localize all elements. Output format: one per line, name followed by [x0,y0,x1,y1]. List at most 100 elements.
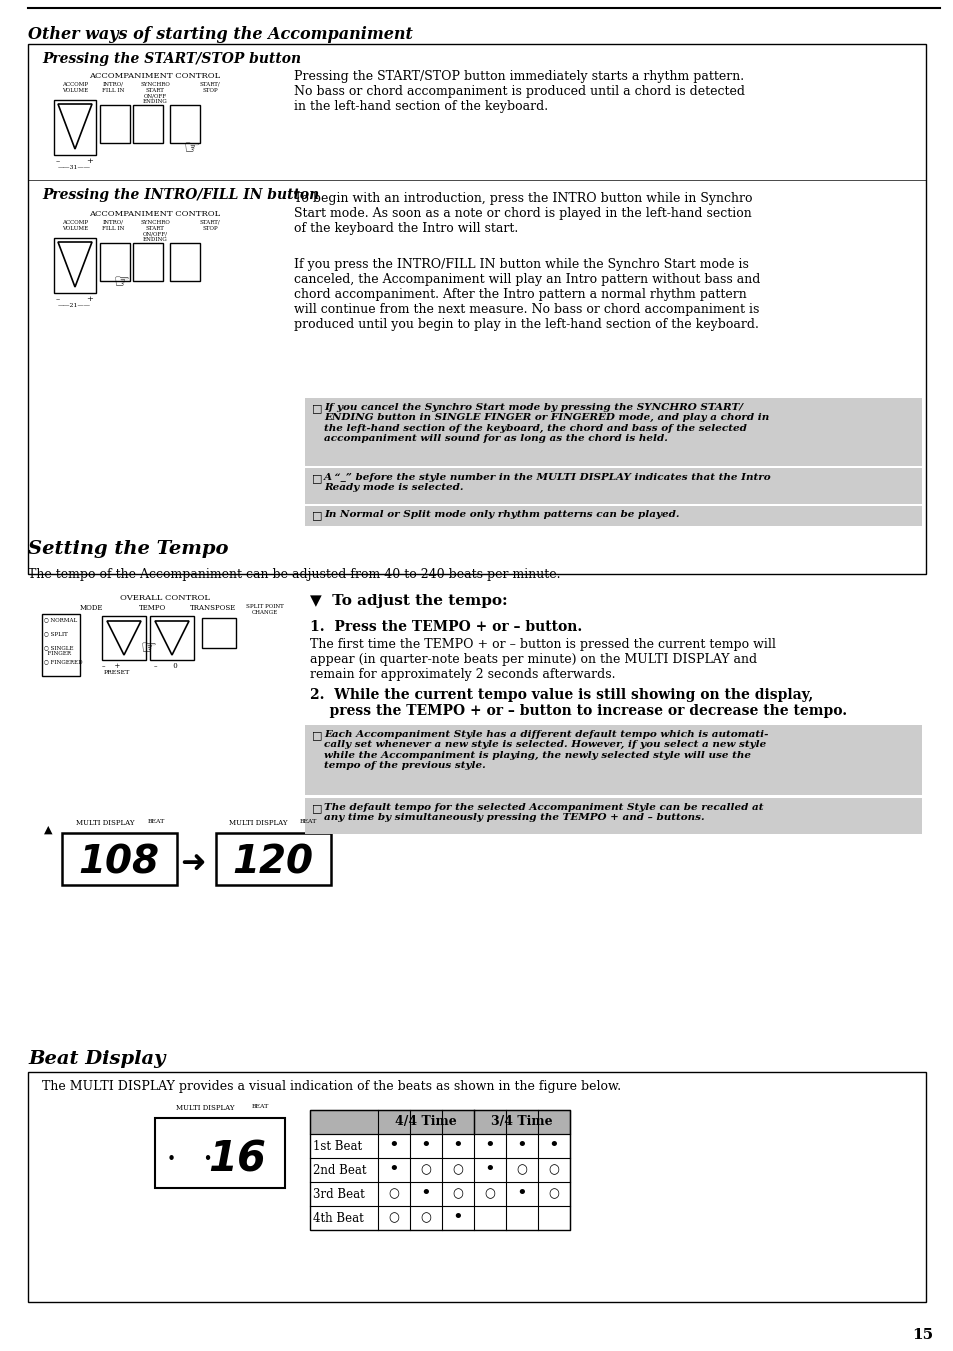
Text: ▼  To adjust the tempo:: ▼ To adjust the tempo: [310,594,507,608]
Text: ○: ○ [420,1163,431,1177]
Text: In Normal or Split mode only rhythm patterns can be played.: In Normal or Split mode only rhythm patt… [324,509,679,519]
Text: The tempo of the Accompaniment can be adjusted from 40 to 240 beats per minute.: The tempo of the Accompaniment can be ad… [28,567,560,581]
Text: ○: ○ [388,1188,399,1201]
Text: TEMPO: TEMPO [139,604,167,612]
Text: PRESET: PRESET [104,670,131,676]
Bar [310,1111,569,1229]
Text: OVERALL CONTROL: OVERALL CONTROL [120,594,210,603]
Text: The first time the TEMPO + or – button is pressed the current tempo will
appear : The first time the TEMPO + or – button i… [310,638,775,681]
Text: TRANSPOSE: TRANSPOSE [190,604,236,612]
Text: MULTI DISPLAY: MULTI DISPLAY [75,819,134,827]
Text: ○: ○ [388,1212,399,1224]
Bar [305,467,921,504]
Text: ○ SINGLE
  FINGER: ○ SINGLE FINGER [44,644,73,655]
Text: 2.  While the current tempo value is still showing on the display,
    press the: 2. While the current tempo value is stil… [310,688,846,719]
Text: •: • [452,1138,463,1155]
Text: ——31——: ——31—— [58,165,91,170]
Text: Other ways of starting the Accompaniment: Other ways of starting the Accompaniment [28,26,413,43]
Text: To begin with an introduction, press the INTRO button while in Synchro
Start mod: To begin with an introduction, press the… [294,192,752,235]
Text: ☞: ☞ [183,138,199,155]
Text: If you cancel the Synchro Start mode by pressing the SYNCHRO START/
ENDING butto: If you cancel the Synchro Start mode by … [324,403,768,443]
Bar [215,834,331,885]
Bar [102,616,146,661]
Bar [154,1119,285,1188]
Bar [100,243,130,281]
Text: □: □ [312,473,322,484]
Bar [170,105,200,143]
Text: ○: ○ [452,1188,463,1201]
Text: BEAT: BEAT [148,819,165,824]
Text: START/
STOP: START/ STOP [199,82,220,93]
Text: –: – [56,295,60,303]
Bar [150,616,193,661]
Bar [62,834,177,885]
Bar [310,1111,569,1133]
Text: 15: 15 [911,1328,932,1342]
Text: ——21——: ——21—— [58,303,91,308]
Text: ACCOMPANIMENT CONTROL: ACCOMPANIMENT CONTROL [90,72,220,80]
Text: INTRO/
FILL IN: INTRO/ FILL IN [102,220,124,231]
Text: 108: 108 [78,844,159,882]
Bar [305,725,921,794]
Text: The MULTI DISPLAY provides a visual indication of the beats as shown in the figu: The MULTI DISPLAY provides a visual indi… [42,1079,620,1093]
Text: 1.  Press the TEMPO + or – button.: 1. Press the TEMPO + or – button. [310,620,581,634]
Text: ○ FINGERED: ○ FINGERED [44,659,83,663]
Text: ○: ○ [548,1188,558,1201]
Text: +: + [86,295,92,303]
Text: MULTI DISPLAY: MULTI DISPLAY [229,819,287,827]
Text: SYNCHRO
START
ON/OFF/
ENDING: SYNCHRO START ON/OFF/ ENDING [140,220,170,242]
Text: •: • [420,1138,431,1155]
Bar [54,238,96,293]
Text: Pressing the START/STOP button immediately starts a rhythm pattern.
No bass or c: Pressing the START/STOP button immediate… [294,70,744,113]
Text: □: □ [312,509,322,520]
Text: 1st Beat: 1st Beat [313,1139,362,1152]
Text: MULTI DISPLAY: MULTI DISPLAY [175,1104,234,1112]
Text: •: • [484,1138,495,1155]
Text: A “_” before the style number in the MULTI DISPLAY indicates that the Intro
Read: A “_” before the style number in the MUL… [324,473,771,492]
Bar [305,507,921,526]
Text: Pressing the INTRO/FILL IN button: Pressing the INTRO/FILL IN button [42,188,319,203]
Bar [305,399,921,466]
Text: ACCOMPANIMENT CONTROL: ACCOMPANIMENT CONTROL [90,209,220,218]
Text: ○ NORMAL: ○ NORMAL [44,617,77,621]
Text: 16: 16 [208,1139,266,1181]
Text: 3rd Beat: 3rd Beat [313,1188,364,1201]
Text: 4/4 Time: 4/4 Time [395,1116,456,1128]
Text: ☞: ☞ [140,638,156,657]
Bar [54,100,96,155]
Text: SYNCHRO
START
ON/OFF
ENDING: SYNCHRO START ON/OFF ENDING [140,82,170,104]
Text: BEAT: BEAT [252,1104,269,1109]
Text: •: • [548,1138,558,1155]
Text: ○: ○ [452,1163,463,1177]
Text: Pressing the START/STOP button: Pressing the START/STOP button [42,51,301,66]
Text: SPLIT POINT
CHANGE: SPLIT POINT CHANGE [246,604,284,615]
Text: MODE: MODE [80,604,103,612]
Text: ○: ○ [548,1163,558,1177]
Text: •: • [517,1185,527,1202]
Bar [132,243,163,281]
Text: ○: ○ [420,1212,431,1224]
Bar [100,105,130,143]
Text: •: • [388,1138,399,1155]
Text: ○ SPLIT: ○ SPLIT [44,631,68,636]
Text: BEAT: BEAT [299,819,317,824]
Text: •: • [452,1209,463,1227]
Text: •: • [517,1138,527,1155]
Text: INTRO/
FILL IN: INTRO/ FILL IN [102,82,124,93]
Text: □: □ [312,802,322,813]
Text: ACCOMP
VOLUME: ACCOMP VOLUME [62,220,88,231]
Text: +: + [86,157,92,165]
Text: ☞: ☞ [112,272,129,290]
Text: Beat Display: Beat Display [28,1050,165,1069]
Text: •: • [484,1161,495,1179]
Text: •   •: • • [167,1152,213,1167]
Text: □: □ [312,403,322,413]
Text: •: • [388,1161,399,1179]
Text: Each Accompaniment Style has a different default tempo which is automati-
cally : Each Accompaniment Style has a different… [324,730,767,770]
Text: ○: ○ [484,1188,495,1201]
Bar [132,105,163,143]
Text: –    +: – + [102,662,120,670]
Text: –: – [56,157,60,165]
Text: ○: ○ [516,1163,527,1177]
Text: ➜: ➜ [180,848,206,878]
